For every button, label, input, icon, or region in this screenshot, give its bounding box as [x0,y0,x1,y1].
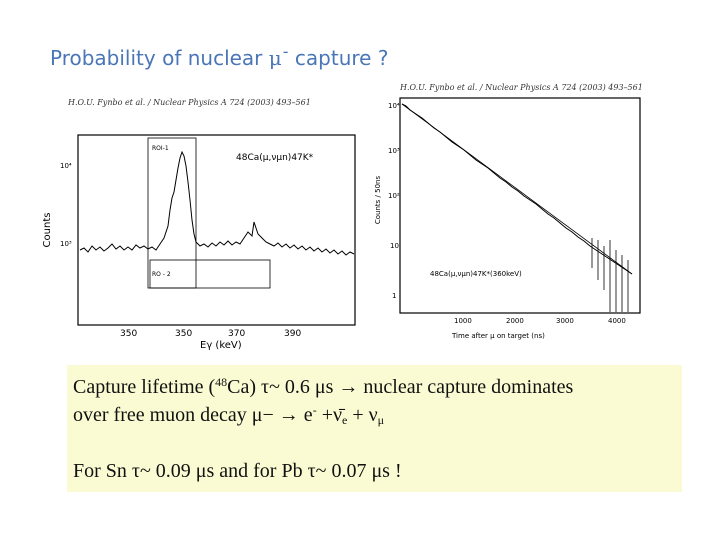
title-symbol: μ [268,46,282,70]
left-ylabel: Counts [42,213,53,248]
right-ytick-4: 1 [392,292,396,300]
roi1-box [147,137,197,289]
right-reaction: 48Ca(μ,νμn)47K*(360keV) [430,270,522,278]
roi2-label: RO - 2 [152,271,171,278]
left-ytick-1e4: 10⁴ [60,162,72,170]
left-reaction: 48Ca(μ,νμn)47K* [236,153,314,163]
right-xlabel: Time after μ on target (ns) [451,332,545,340]
info-line-3: For Sn τ~ 0.09 μs and for Pb τ~ 0.07 μs … [73,460,402,482]
title-prefix: Probability of nuclear [50,46,269,70]
right-ytick-0: 10⁴ [388,102,400,110]
info-line2-c: + ν [347,404,378,426]
fit-line [401,103,633,275]
info-line1-sup: 48 [215,375,228,389]
info-line2-b: +ν̄ [316,404,343,426]
info-line2-sub1: e [342,413,348,427]
right-ylabel: Counts / 50ns [374,176,382,225]
info-box: Capture lifetime (48Ca) τ~ 0.6 μs → nucl… [67,365,682,492]
time-frame [399,97,641,314]
info-line2-a: over free muon decay μ− → e [73,404,313,426]
tail-spikes [591,238,629,312]
left-xtick-3: 390 [284,329,301,339]
left-citation: H.O.U. Fynbo et al. / Nuclear Physics A … [68,98,311,107]
left-xtick-0: 350 [120,329,137,339]
info-line2-sup: - [312,403,317,417]
left-xtick-1: 350 [175,329,192,339]
gamma-spectrum-line [79,150,355,256]
right-ytick-3: 10 [390,242,399,250]
slide-title: Probability of nuclear μ- capture ? [50,42,388,70]
title-sup: - [282,42,289,61]
gamma-spectrum-figure: ROI-1 RO - 2 48Ca(μ,νμn)47K* Counts 10⁴ … [42,134,356,350]
left-xlabel: Eγ (keV) [200,340,242,350]
spectrum-frame [77,134,356,326]
left-ytick-1e3: 10³ [60,240,72,248]
title-suffix: capture ? [288,46,389,70]
right-xtick-1: 2000 [506,317,524,325]
info-line2-sub2: μ [377,413,385,427]
info-line-1: Capture lifetime (48Ca) τ~ 0.6 μs → nucl… [73,375,573,399]
roi2-box [149,259,271,289]
left-xtick-2: 370 [228,329,245,339]
roi1-label: ROI-1 [152,145,169,152]
right-ytick-2: 10² [388,192,400,200]
right-xtick-3: 4000 [608,317,626,325]
right-citation: H.O.U. Fynbo et al. / Nuclear Physics A … [400,83,643,92]
right-xtick-0: 1000 [454,317,472,325]
right-xtick-2: 3000 [556,317,574,325]
info-line1-b: Ca) τ~ 0.6 μs → nuclear capture dominate… [227,376,574,398]
info-line-2: over free muon decay μ− → e- +ν̄e + νμ [73,403,384,428]
time-spectrum-figure: 10⁴ 10³ 10² 10 1 Counts / 50ns 48Ca(μ,νμ… [374,97,641,340]
right-ytick-1: 10³ [388,147,400,155]
info-line1-a: Capture lifetime ( [73,376,216,398]
